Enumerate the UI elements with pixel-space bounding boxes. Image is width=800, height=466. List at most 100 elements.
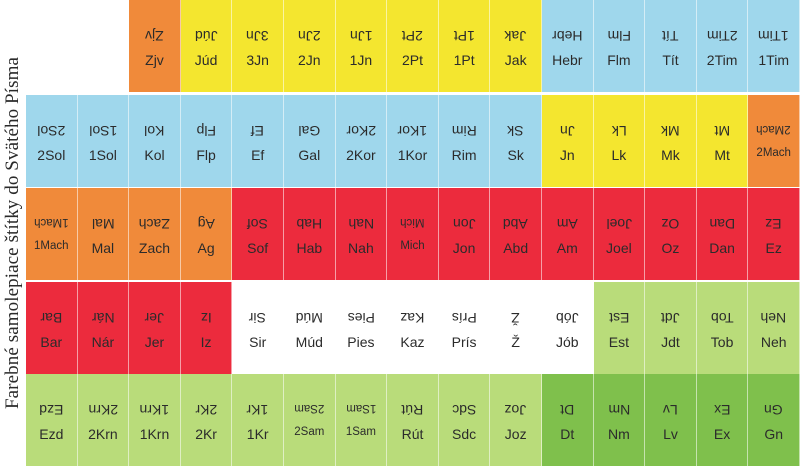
- sticker-label: Flm: [607, 52, 631, 68]
- sticker-label-upside-down: Jdt: [661, 310, 680, 326]
- sticker-label: Rút: [401, 426, 424, 442]
- sticker-cell: Tít Tít: [645, 0, 697, 92]
- blank-sticker-cell: [26, 0, 130, 94]
- sticker-cell: Flp Flp: [180, 95, 233, 187]
- sticker-label: Sdc: [452, 426, 477, 442]
- sticker-cell: Ex Ex: [696, 374, 749, 466]
- sticker-label-upside-down: Ef: [251, 123, 265, 139]
- sticker-label: 2Jn: [298, 52, 321, 68]
- sticker-label-upside-down: Neh: [760, 310, 787, 326]
- sticker-label-upside-down: Mal: [91, 216, 115, 232]
- sticker-cell: Prís Prís: [438, 282, 491, 374]
- sticker-cell: 1Sam 1Sam: [335, 374, 388, 466]
- sticker-label: Múd: [295, 334, 323, 350]
- sticker-label: Gal: [298, 147, 321, 163]
- sticker-cell: Rim Rim: [438, 95, 491, 187]
- sticker-cell: Ef Ef: [232, 95, 284, 187]
- sticker-cell: Kaz Kaz: [387, 282, 439, 374]
- sticker-label: Nm: [608, 426, 630, 442]
- sticker-label: Jak: [504, 52, 527, 68]
- sticker-cell: 1Sol 1Sol: [77, 95, 130, 187]
- sticker-label-upside-down: Ag: [197, 216, 215, 232]
- sticker-label-upside-down: 1Sam: [345, 402, 376, 414]
- sticker-label: Sof: [247, 240, 269, 256]
- sticker-label-upside-down: Zach: [138, 216, 171, 232]
- sticker-label: Ž: [511, 334, 520, 350]
- sticker-cell: 2Kr 2Kr: [180, 374, 233, 466]
- sticker-label: 1Krn: [139, 426, 170, 442]
- sticker-label: Iz: [200, 334, 212, 350]
- sticker-cell: Rút Rút: [387, 374, 439, 466]
- sticker-label-upside-down: 1Mach: [34, 216, 69, 228]
- sticker-label-upside-down: 1Kor: [397, 123, 428, 139]
- sticker-label: Am: [556, 240, 578, 256]
- sticker-label: Dan: [709, 240, 735, 256]
- sticker-cell: Sk Sk: [490, 95, 542, 187]
- sticker-cell: Nah Nah: [335, 188, 388, 280]
- sticker-cell: Am Am: [542, 188, 594, 280]
- sticker-cell: Nár Nár: [77, 282, 130, 374]
- sticker-label: 2Sam: [294, 426, 325, 438]
- sticker-label: 1Jn: [349, 52, 373, 68]
- sticker-label-upside-down: Prís: [451, 310, 477, 326]
- sticker-label: 3Jn: [246, 52, 269, 68]
- sticker-label-upside-down: Hab: [296, 216, 323, 232]
- sticker-cell: 1Jn 1Jn: [335, 0, 388, 92]
- sticker-label: Kaz: [400, 334, 425, 350]
- sticker-label-upside-down: 2Jn: [298, 28, 321, 44]
- sticker-cell: 2Tim 2Tim: [696, 0, 749, 92]
- sticker-label: Est: [608, 334, 629, 350]
- sticker-label-upside-down: Nár: [91, 310, 115, 326]
- sticker-cell: Dt Dt: [542, 374, 594, 466]
- sticker-label: Júd: [194, 52, 218, 68]
- sticker-row: 2Sol 2Sol 1Sol 1Sol Kol Kol Flp Flp Ef Ef Gal Gal 2K…: [26, 95, 800, 187]
- sticker-cell: 2Sam 2Sam: [284, 374, 336, 466]
- sticker-cell: Mk Mk: [645, 95, 697, 187]
- sticker-label: Flp: [196, 147, 216, 163]
- sticker-label: Ez: [765, 240, 782, 256]
- sticker-label-upside-down: 2Kor: [346, 123, 376, 139]
- sticker-cell: Gn Gn: [748, 374, 800, 466]
- sticker-label: Jn: [559, 147, 575, 163]
- sticker-label-upside-down: Tob: [710, 310, 734, 326]
- sticker-label: 2Kor: [346, 147, 376, 163]
- sticker-cell: Zach Zach: [129, 188, 181, 280]
- sticker-label-upside-down: Am: [556, 216, 578, 232]
- sticker-cell: 1Kr 1Kr: [232, 374, 284, 466]
- sticker-cell: Múd Múd: [284, 282, 336, 374]
- sticker-label-upside-down: 2Tim: [706, 28, 738, 44]
- sticker-label-upside-down: 1Kr: [246, 402, 269, 418]
- sticker-label: Jdt: [661, 334, 680, 350]
- sticker-cell: Sdc Sdc: [438, 374, 491, 466]
- sticker-label: 2Pt: [401, 52, 423, 68]
- sticker-cell: 2Krn 2Krn: [77, 374, 130, 466]
- sticker-label: Ex: [713, 426, 731, 442]
- sticker-label-upside-down: Gn: [764, 402, 784, 418]
- sticker-label-upside-down: Ez: [765, 216, 782, 232]
- sticker-label-upside-down: Dan: [709, 216, 735, 232]
- sticker-label-upside-down: Flp: [196, 123, 216, 139]
- sticker-row: 1Mach 1Mach Mal Mal Zach Zach Ag Ag Sof Sof Hab Hab…: [26, 188, 800, 280]
- sticker-label-upside-down: Nah: [348, 216, 374, 232]
- sticker-label: Joel: [606, 240, 632, 256]
- sticker-cell: Dan Dan: [696, 188, 749, 280]
- sticker-label-upside-down: Rút: [401, 402, 424, 418]
- sticker-label-upside-down: 3Jn: [246, 28, 269, 44]
- sticker-label: Zjv: [145, 52, 164, 68]
- sticker-label: Nár: [91, 334, 115, 350]
- side-title: Farebné samolepiace štítky do Svätého Pí…: [2, 56, 23, 410]
- sticker-label: 1Pt: [453, 52, 475, 68]
- sticker-label: Prís: [451, 334, 477, 350]
- sticker-cell: Mt Mt: [696, 95, 749, 187]
- sticker-cell: 1Tim 1Tim: [748, 0, 800, 92]
- sticker-label-upside-down: 2Mach: [756, 123, 791, 135]
- sticker-label-upside-down: 2Kr: [195, 402, 217, 418]
- sticker-label-upside-down: Jób: [556, 310, 579, 326]
- sticker-label-upside-down: Kol: [144, 123, 165, 139]
- sticker-label: Lk: [611, 147, 627, 163]
- sticker-label: Oz: [661, 240, 680, 256]
- sticker-label-upside-down: Tít: [662, 28, 679, 44]
- sticker-label-upside-down: Jon: [452, 216, 476, 232]
- sticker-label: Dt: [560, 426, 575, 442]
